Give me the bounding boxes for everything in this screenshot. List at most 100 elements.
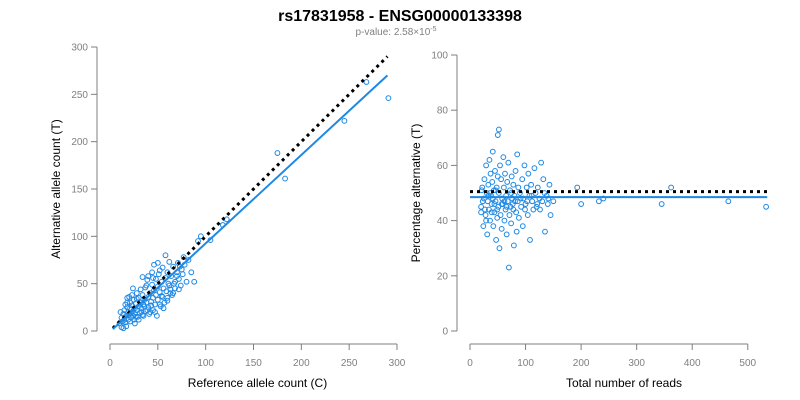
x-tick-label: 400	[684, 358, 701, 369]
data-point	[172, 285, 178, 292]
data-point	[488, 201, 495, 207]
data-point	[537, 206, 543, 213]
data-point	[167, 290, 174, 297]
data-point	[138, 309, 145, 315]
data-point	[480, 223, 487, 230]
x-tick-label: 100	[197, 358, 214, 369]
x-tick-label: 200	[293, 358, 310, 369]
data-point	[489, 179, 496, 185]
x-tick-label: 0	[107, 358, 113, 369]
data-point	[160, 285, 167, 292]
data-point	[533, 203, 540, 210]
data-point	[547, 212, 554, 218]
data-point	[185, 257, 192, 263]
data-point	[528, 181, 535, 188]
data-point	[490, 223, 497, 230]
data-point	[497, 212, 504, 218]
data-point	[546, 181, 553, 188]
x-tick-label: 0	[467, 358, 473, 369]
data-point	[521, 162, 528, 169]
chart-title: rs17831958 - ENSG00000133398	[278, 8, 522, 25]
data-point	[524, 198, 531, 205]
data-point	[486, 156, 493, 163]
data-point	[145, 273, 152, 279]
data-point	[156, 301, 163, 308]
y-tick-label: 20	[437, 271, 449, 282]
data-point	[132, 313, 139, 320]
x-axis-label: Total number of reads	[566, 376, 682, 390]
data-point	[539, 198, 546, 205]
data-point	[166, 282, 173, 289]
data-point	[531, 165, 538, 172]
data-point	[540, 176, 547, 183]
data-point	[489, 148, 496, 155]
data-point	[148, 302, 155, 309]
data-point	[520, 195, 527, 202]
data-point	[127, 318, 133, 325]
data-point	[508, 220, 515, 227]
data-point	[139, 274, 146, 280]
data-point	[501, 217, 508, 224]
data-point	[526, 192, 533, 199]
data-point	[175, 286, 182, 293]
y-axis-label: Percentage alternative (T)	[409, 124, 423, 263]
data-point	[479, 184, 486, 191]
data-point	[519, 176, 526, 183]
data-point	[487, 217, 493, 224]
data-point	[151, 261, 157, 268]
x-tick-label: 200	[573, 358, 590, 369]
data-point	[341, 117, 348, 124]
data-point	[493, 237, 500, 243]
data-point	[512, 168, 519, 174]
data-point	[160, 305, 167, 312]
data-point	[497, 162, 503, 169]
data-point	[491, 201, 498, 207]
data-point	[528, 192, 535, 199]
data-point	[153, 276, 159, 282]
data-point	[574, 184, 581, 191]
data-point	[488, 209, 495, 216]
y-tick-label: 60	[437, 161, 449, 172]
data-point	[135, 316, 142, 323]
data-point	[523, 184, 530, 191]
data-point	[494, 214, 501, 221]
data-point	[149, 281, 155, 288]
x-axis-label: Reference allele count (C)	[188, 376, 327, 390]
data-point	[159, 294, 166, 300]
data-point	[496, 245, 503, 252]
x-tick-label: 150	[245, 358, 262, 369]
data-point	[538, 159, 545, 166]
data-point	[504, 198, 511, 205]
data-point	[542, 228, 548, 235]
data-point	[518, 203, 525, 210]
data-point	[502, 170, 508, 177]
data-point	[191, 278, 198, 285]
data-point	[544, 201, 551, 207]
data-point	[223, 216, 230, 223]
data-point	[524, 212, 531, 218]
data-point	[487, 170, 494, 177]
data-point	[154, 296, 161, 303]
data-point	[534, 184, 541, 191]
data-point	[506, 212, 513, 218]
data-point	[489, 195, 496, 202]
data-point	[505, 159, 512, 166]
data-point	[483, 217, 490, 224]
data-point	[522, 206, 528, 213]
data-point	[511, 192, 518, 199]
data-point	[498, 225, 505, 232]
x-tick-label: 300	[389, 358, 406, 369]
percentage-alternative-scatter: 0 20 40 60 80 100 0 100 200 300 400 500 Total number…	[409, 51, 770, 390]
data-point	[143, 282, 150, 289]
data-point	[494, 206, 501, 213]
data-point	[514, 151, 521, 158]
y-tick-label: 150	[71, 185, 88, 196]
data-point	[156, 267, 163, 274]
data-point	[176, 263, 183, 270]
data-point	[479, 198, 486, 205]
y-tick-label: 100	[431, 51, 448, 62]
data-point	[139, 312, 146, 318]
data-point	[162, 252, 169, 259]
data-point	[505, 264, 512, 271]
